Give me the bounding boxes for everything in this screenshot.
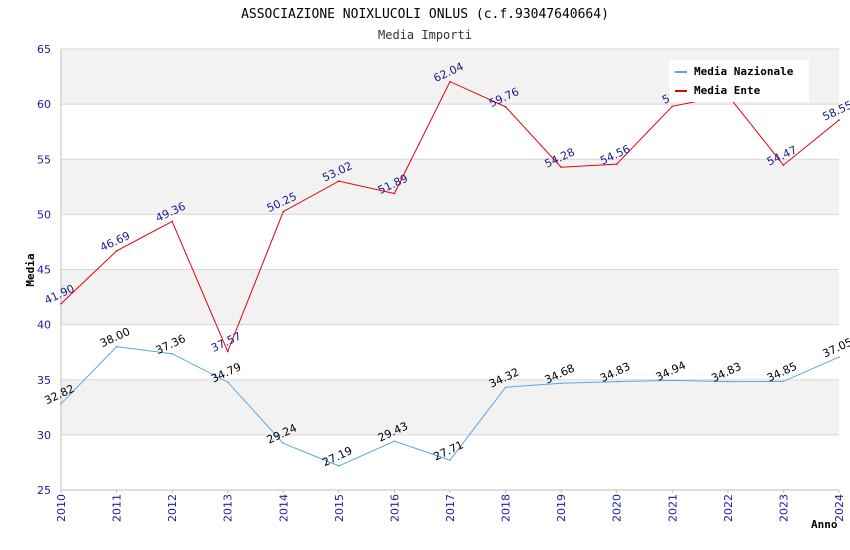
grid-band [61,379,839,435]
data-point [504,386,507,389]
legend-box [669,60,809,102]
grid-band [61,214,839,270]
data-point [338,465,340,467]
y-tick-label: 60 [37,98,51,111]
x-tick-label: 2018 [500,494,513,522]
x-tick-label: 2014 [277,494,290,522]
data-point [338,180,340,182]
data-point [504,105,507,108]
data-point [838,119,840,121]
x-tick-label: 2016 [388,494,401,522]
y-tick-label: 25 [37,484,51,497]
data-point [671,105,674,108]
data-point [615,380,618,383]
y-tick-label: 35 [37,374,51,387]
x-tick-label: 2024 [833,494,846,522]
legend-label-media-ente: Media Ente [694,84,761,97]
legend-label-media-nazionale: Media Nazionale [694,65,794,78]
x-tick-label: 2013 [222,494,235,522]
data-point [449,459,451,461]
grid-band [61,269,839,325]
data-point [560,166,562,168]
data-point [782,164,785,166]
y-tick-label: 65 [37,43,51,56]
data-point [727,380,729,383]
data-point [226,350,229,353]
data-point [115,250,118,252]
y-axis-ticks: 25 30 35 40 45 50 55 60 65 [37,43,51,497]
data-point [393,192,396,195]
data-point [560,382,562,385]
x-tick-label: 2017 [444,494,457,522]
data-point [226,381,229,383]
data-point [282,442,285,445]
x-tick-label: 2010 [55,494,68,522]
data-point [115,345,118,348]
x-tick-label: 2023 [777,494,790,522]
data-point [282,210,285,213]
chart-title: ASSOCIAZIONE NOIXLUCOLI ONLUS (c.f.93047… [241,7,609,22]
x-axis-label: Anno [811,518,838,531]
chart-subtitle: Media Importi [378,28,472,42]
y-tick-label: 55 [37,153,51,166]
x-tick-label: 2020 [611,494,624,522]
x-tick-label: 2011 [111,494,124,522]
data-point [838,356,840,358]
data-point [671,379,674,382]
grid-band [61,324,839,380]
data-point [60,402,62,405]
grid-band [61,159,839,215]
x-tick-label: 2021 [666,494,679,522]
grid-band [61,104,839,160]
y-tick-label: 50 [37,208,51,221]
x-axis-ticks: 2010 2011 2012 2013 2014 2015 2016 2017 2018 2019… [55,490,846,522]
x-tick-label: 2019 [555,494,568,522]
grid-band [61,434,839,490]
data-point [782,380,785,383]
x-tick-label: 2012 [166,494,179,522]
x-tick-label: 2015 [333,494,346,522]
data-point [615,163,618,165]
data-point [171,352,173,355]
plot-background [60,48,839,491]
data-point [60,302,62,305]
y-tick-label: 30 [37,429,51,442]
y-tick-label: 40 [37,319,51,332]
x-tick-label: 2022 [722,494,735,522]
data-point [449,80,451,83]
legend: Media Nazionale Media Ente [669,60,809,102]
y-tick-label: 45 [37,264,51,277]
y-axis-label: Media [24,253,37,286]
data-point [393,440,396,442]
data-point [171,220,173,223]
